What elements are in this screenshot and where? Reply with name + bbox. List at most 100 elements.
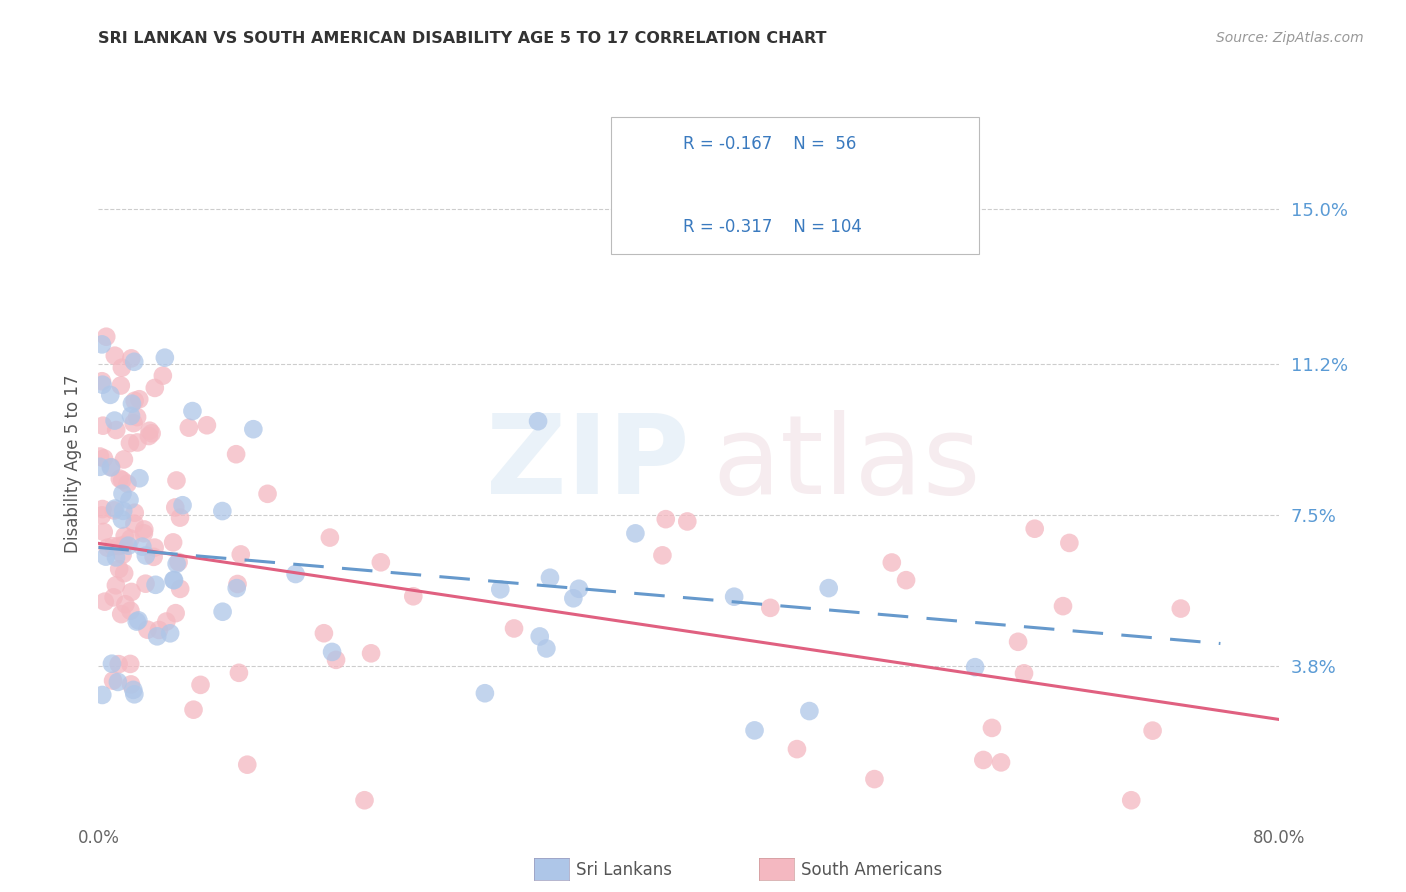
Text: SRI LANKAN VS SOUTH AMERICAN DISABILITY AGE 5 TO 17 CORRELATION CHART: SRI LANKAN VS SOUTH AMERICAN DISABILITY … — [98, 31, 827, 46]
Point — [786, 742, 808, 756]
Point — [101, 673, 124, 688]
Point — [112, 566, 135, 581]
Point — [165, 606, 187, 620]
Point — [93, 451, 115, 466]
Point — [162, 535, 184, 549]
Point — [152, 368, 174, 383]
Text: R = -0.317    N = 104: R = -0.317 N = 104 — [683, 219, 862, 236]
Point — [104, 550, 127, 565]
Text: South Americans: South Americans — [801, 861, 942, 879]
Point — [138, 429, 160, 443]
Point — [1024, 522, 1046, 536]
Point — [124, 516, 146, 531]
Point — [120, 604, 142, 618]
Point — [120, 351, 142, 366]
Point — [100, 460, 122, 475]
Point — [104, 349, 127, 363]
Point — [165, 500, 187, 515]
Point — [127, 613, 149, 627]
Point — [529, 630, 551, 644]
Point — [91, 502, 114, 516]
Point — [894, 573, 917, 587]
Text: R = -0.167    N =  56: R = -0.167 N = 56 — [683, 135, 856, 153]
Point — [965, 660, 987, 674]
Point — [723, 590, 745, 604]
Point — [159, 626, 181, 640]
Point — [121, 397, 143, 411]
Point — [256, 487, 278, 501]
Point — [863, 772, 886, 786]
Point — [98, 388, 121, 402]
Point — [211, 504, 233, 518]
Point — [105, 423, 128, 437]
Point — [93, 524, 115, 539]
Point — [131, 540, 153, 554]
Point — [799, 704, 821, 718]
Point — [136, 623, 159, 637]
Point — [568, 582, 591, 596]
Point — [111, 486, 134, 500]
Point — [101, 657, 124, 671]
Point — [103, 414, 125, 428]
Point — [744, 723, 766, 738]
Point — [114, 597, 136, 611]
Point — [120, 409, 142, 423]
Point — [325, 653, 347, 667]
Point — [91, 418, 114, 433]
Point — [91, 374, 114, 388]
Point — [104, 578, 127, 592]
Point — [120, 532, 142, 546]
Point — [163, 573, 186, 587]
Point — [103, 503, 125, 517]
Point — [177, 420, 200, 434]
Point — [101, 539, 124, 553]
Point — [1052, 599, 1074, 614]
Point — [169, 582, 191, 596]
Point — [536, 641, 558, 656]
Point — [402, 589, 425, 603]
Point — [134, 523, 156, 537]
Point — [1007, 634, 1029, 648]
Point — [211, 605, 233, 619]
Point — [474, 686, 496, 700]
Point — [225, 581, 247, 595]
Point — [91, 337, 114, 351]
Point — [1170, 601, 1192, 615]
Point — [96, 541, 118, 555]
Point — [89, 459, 111, 474]
Point — [503, 622, 526, 636]
Point — [118, 436, 141, 450]
Y-axis label: Disability Age 5 to 17: Disability Age 5 to 17 — [65, 375, 83, 553]
Point — [319, 531, 342, 545]
Point — [284, 567, 307, 582]
Point — [226, 577, 249, 591]
Point — [190, 678, 212, 692]
Point — [1121, 793, 1143, 807]
Point — [124, 687, 146, 701]
Point — [229, 548, 252, 562]
Point — [360, 646, 382, 660]
Point — [146, 629, 169, 643]
Point — [96, 329, 118, 343]
Point — [624, 526, 647, 541]
Point — [103, 591, 125, 605]
Point — [108, 472, 131, 486]
Point — [122, 355, 145, 369]
Point — [100, 460, 122, 475]
Point — [143, 381, 166, 395]
Point — [112, 452, 135, 467]
Point — [112, 504, 135, 518]
Point — [91, 377, 114, 392]
Point — [141, 426, 163, 441]
Point — [121, 585, 143, 599]
Point — [1059, 536, 1081, 550]
Point — [93, 594, 115, 608]
Point — [91, 688, 114, 702]
Point — [111, 512, 134, 526]
Point — [166, 474, 188, 488]
Point — [972, 753, 994, 767]
Point — [125, 410, 148, 425]
Point — [527, 414, 550, 428]
Point — [107, 657, 129, 672]
Point — [162, 573, 184, 587]
